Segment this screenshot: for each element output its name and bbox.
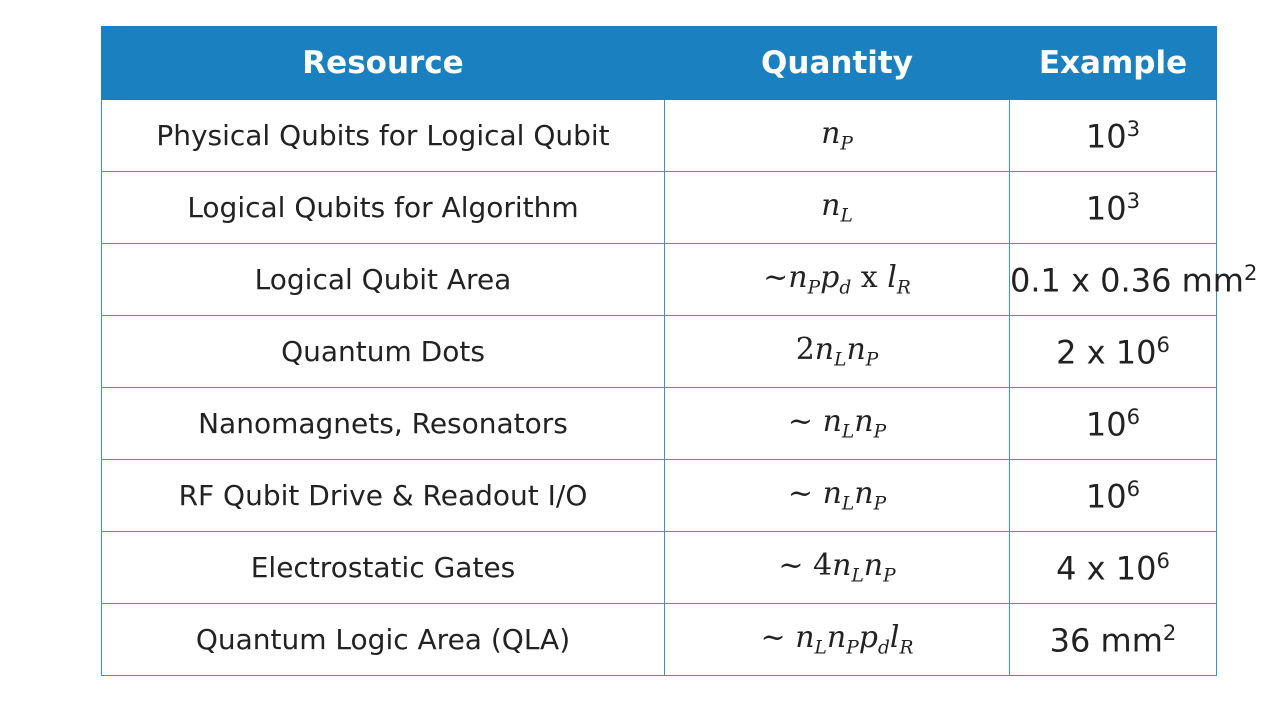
quantity-cell: ~ nLnP <box>664 387 1010 460</box>
quantity-variable: n <box>863 548 884 584</box>
quantity-subscript: L <box>851 565 864 587</box>
quantity-cell: ~ nLnPpdlR <box>664 603 1010 676</box>
quantity-cell: ~ nLnP <box>664 459 1010 532</box>
resource-cell: Physical Qubits for Logical Qubit <box>101 99 665 172</box>
quantity-variable: l <box>887 260 897 296</box>
example-base: 10 <box>1085 117 1127 156</box>
quantity-variable: p <box>858 620 878 656</box>
example-cell: 103 <box>1009 171 1217 244</box>
quantity-cell: ~ 4nLnP <box>664 531 1010 604</box>
quantity-variable: n <box>854 476 874 512</box>
quantity-subscript: P <box>846 637 859 659</box>
example-exponent: 6 <box>1126 403 1141 429</box>
quantity-variable: n <box>788 260 808 296</box>
quantity-variable: n <box>846 332 866 368</box>
quantity-variable: n <box>832 548 852 584</box>
example-exponent: 6 <box>1156 331 1170 357</box>
example-base: 10 <box>1085 189 1127 228</box>
example-cell: 36 mm2 <box>1009 603 1217 676</box>
quantity-subscript: P <box>865 349 879 371</box>
table-row: Physical Qubits for Logical Qubit nP 103 <box>101 99 1217 172</box>
quantity-subscript: L <box>834 349 847 371</box>
quantity-prefix: ~ <box>787 476 823 512</box>
example-exponent: 6 <box>1156 547 1170 573</box>
resource-cell: Logical Qubit Area <box>101 243 665 316</box>
table-row: Logical Qubit Area ~nPpd x lR 0.1 x 0.36 m… <box>101 243 1257 316</box>
quantity-cell: ~nPpd x lR <box>664 243 1010 316</box>
quantity-variable: n <box>814 332 835 368</box>
quantity-prefix: ~ <box>787 404 823 440</box>
quantity-subscript: L <box>841 493 855 515</box>
quantity-subscript: L <box>814 637 827 659</box>
table-row: Quantum Dots 2nLnP 2 x 106 <box>101 315 1217 388</box>
quantity-subscript: P <box>883 565 896 587</box>
example-exponent: 2 <box>1243 259 1258 285</box>
quantity-subscript: R <box>899 637 914 659</box>
quantity-subscript: R <box>896 277 911 299</box>
quantity-subscript: P <box>807 277 821 299</box>
resource-table: Resource Quantity Example Physical Qubit… <box>101 26 1257 676</box>
quantity-variable: n <box>826 620 847 656</box>
header-row: Resource Quantity Example <box>101 26 1217 100</box>
quantity-cell: 2nLnP <box>664 315 1010 388</box>
table-row: Logical Qubits for Algorithm nL 103 <box>101 171 1217 244</box>
quantity-prefix: ~ <box>760 620 796 656</box>
resource-cell: Quantum Dots <box>101 315 665 388</box>
example-exponent: 3 <box>1126 115 1141 141</box>
example-base: 10 <box>1085 405 1127 444</box>
example-cell: 106 <box>1009 459 1217 532</box>
table-row: Nanomagnets, Resonators ~ nLnP 106 <box>101 387 1217 460</box>
example-cell: 2 x 106 <box>1009 315 1217 388</box>
example-cell: 106 <box>1009 387 1217 460</box>
quantity-variable: n <box>822 476 842 512</box>
quantity-variable: n <box>795 620 815 656</box>
quantity-variable: p <box>820 260 840 296</box>
table-body: Physical Qubits for Logical Qubit nP 103 Lo… <box>101 99 1257 676</box>
example-cell: 4 x 106 <box>1009 531 1217 604</box>
quantity-subscript: P <box>840 133 853 155</box>
table-row: Electrostatic Gates ~ 4nLnP 4 x 106 <box>101 531 1217 604</box>
quantity-subscript: d <box>877 637 890 659</box>
header-quantity: Quantity <box>664 26 1010 100</box>
resource-cell: Nanomagnets, Resonators <box>101 387 665 460</box>
quantity-prefix: 2 <box>795 332 815 368</box>
example-base: 10 <box>1085 477 1127 516</box>
example-exponent: 2 <box>1162 619 1177 645</box>
example-cell: 103 <box>1009 99 1217 172</box>
example-base: 36 mm <box>1049 621 1163 660</box>
quantity-cell: nL <box>664 171 1010 244</box>
resource-cell: Electrostatic Gates <box>101 531 665 604</box>
example-exponent: 3 <box>1126 187 1141 213</box>
quantity-variable: n <box>821 188 841 224</box>
example-base: 4 x 10 <box>1056 549 1157 588</box>
quantity-prefix: ~ <box>763 260 789 296</box>
example-base: 0.1 x 0.36 mm <box>1010 261 1244 300</box>
quantity-variable: n <box>821 116 841 152</box>
header-example: Example <box>1009 26 1217 100</box>
quantity-variable: l <box>889 620 900 656</box>
example-cell: 0.1 x 0.36 mm2 <box>1009 243 1257 316</box>
quantity-subscript: L <box>840 205 853 227</box>
resource-cell: Logical Qubits for Algorithm <box>101 171 665 244</box>
header-resource: Resource <box>101 26 665 100</box>
quantity-subscript: d <box>839 277 852 299</box>
resource-cell: Quantum Logic Area (QLA) <box>101 603 665 676</box>
example-base: 2 x 10 <box>1056 333 1157 372</box>
quantity-subscript: P <box>873 493 887 515</box>
quantity-prefix: ~ 4 <box>778 548 833 584</box>
table-row: Quantum Logic Area (QLA) ~ nLnPpdlR 36 mm2 <box>101 603 1217 676</box>
quantity-subscript: P <box>873 421 887 443</box>
quantity-variable: n <box>854 404 874 440</box>
quantity-variable: n <box>822 404 842 440</box>
table-row: RF Qubit Drive & Readout I/O ~ nLnP 106 <box>101 459 1217 532</box>
resource-cell: RF Qubit Drive & Readout I/O <box>101 459 665 532</box>
quantity-subscript: L <box>841 421 855 443</box>
quantity-cell: nP <box>664 99 1010 172</box>
example-exponent: 6 <box>1126 475 1141 501</box>
quantity-operator: x <box>851 260 888 296</box>
